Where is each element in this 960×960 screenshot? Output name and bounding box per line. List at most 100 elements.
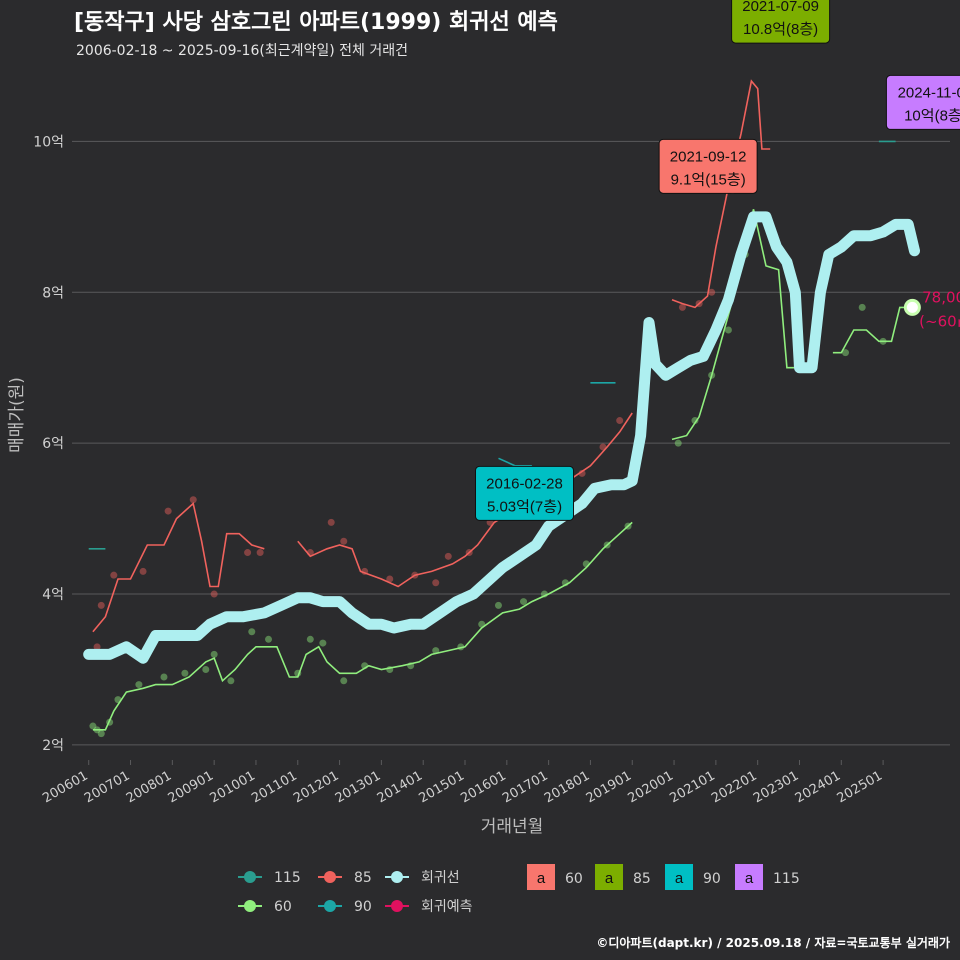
x-tick-label: 201901: [584, 768, 634, 806]
scatter-point-60: [114, 696, 122, 704]
scatter-point-60: [106, 718, 114, 726]
legend: 115 85 회귀선 60 90 회귀예측 a 60 a 85 a 90 a 115: [238, 864, 800, 915]
scatter-point-85: [411, 571, 419, 579]
scatter-point-60: [520, 598, 528, 606]
scatter-point-85: [578, 469, 586, 477]
scatter-point-85: [110, 571, 118, 579]
series-lines: [88, 79, 913, 731]
y-tick-label: 4억: [42, 587, 64, 603]
scatter-point-60: [386, 665, 394, 673]
scatter-point-60: [340, 677, 348, 685]
x-tick-label: 201201: [291, 768, 341, 806]
scatter-point-60: [97, 730, 105, 738]
x-tick-label: 202401: [793, 768, 843, 806]
legend-box-swatch: [735, 864, 763, 890]
legend-box-glyph: a: [675, 870, 684, 887]
legend-point-swatch: [244, 871, 256, 883]
legend-box-label: 85: [633, 871, 651, 887]
scatter-point-60: [160, 673, 168, 681]
scatter-point-85: [695, 300, 703, 308]
x-tick-label: 201701: [500, 768, 550, 806]
scatter-point-60: [294, 669, 302, 677]
page-title: [동작구] 사당 삼호그린 아파트(1999) 회귀선 예측: [74, 10, 558, 35]
scatter-point-60: [879, 337, 887, 345]
scatter-point-60: [691, 417, 699, 425]
scatter-point-85: [139, 567, 147, 575]
scatter-point-85: [93, 643, 101, 651]
annotation-price: 9.1억(15층): [671, 171, 746, 188]
series-line-60c: [832, 306, 909, 354]
x-tick-label: 202101: [667, 768, 717, 806]
legend-box-label: 60: [565, 871, 583, 887]
grid-lines: [72, 140, 950, 746]
x-tick-label: 201401: [375, 768, 425, 806]
scatter-point-60: [319, 639, 327, 647]
legend-box-swatch: [527, 864, 555, 890]
scatter-point-60: [361, 662, 369, 670]
x-tick-label: 202501: [835, 768, 885, 806]
scatter-point-85: [616, 417, 624, 425]
scatter-point-85: [189, 496, 197, 504]
y-tick-label: 6억: [42, 436, 64, 452]
scatter-point-85: [340, 537, 348, 545]
x-tick-label: 200801: [124, 768, 174, 806]
annotations: 2016-02-285.03억(7층)2021-07-0910.8억(8층)20…: [475, 0, 960, 521]
annotation-date: 2016-02-28: [486, 475, 563, 492]
scatter-point-60: [181, 669, 189, 677]
annotation-label: 2016-02-28 5.03억(7층): [475, 465, 575, 521]
scatter-point-60: [858, 303, 866, 311]
scatter-point-60: [582, 560, 590, 568]
scatter-point-85: [386, 575, 394, 583]
forecast-point: [903, 298, 921, 316]
annotation-label: 2024-11-04 10억(8층): [885, 74, 960, 130]
scatter-point-85: [256, 549, 264, 557]
scatter-point-85: [678, 303, 686, 311]
legend-box-glyph: a: [745, 870, 754, 887]
scatter-point-60: [478, 620, 486, 628]
x-axis-ticks: 2006012007012008012009012010012011012012…: [40, 760, 885, 806]
legend-line-label: 회귀예측: [421, 899, 473, 915]
annotation-date: 2024-11-04: [898, 84, 960, 101]
legend-point-swatch: [324, 900, 336, 912]
scatter-point-60: [674, 439, 682, 447]
scatter-point-85: [361, 567, 369, 575]
legend-point-swatch: [244, 900, 256, 912]
source-credit: ©디아파트(dapt.kr) / 2025.09.18 / 자료=국토교통부 실…: [596, 936, 950, 950]
y-axis-label: 매매가(원): [7, 377, 27, 453]
x-tick-label: 200901: [166, 768, 216, 806]
scatter-point-85: [210, 590, 218, 598]
scatter-point-60: [494, 601, 502, 609]
scatter-point-85: [164, 507, 172, 515]
legend-point-swatch: [391, 900, 403, 912]
scatter-point-60: [432, 647, 440, 655]
scatter-point-85: [432, 579, 440, 587]
scatter-point-85: [327, 518, 335, 526]
scatter-point-60: [457, 643, 465, 651]
x-tick-label: 201501: [417, 768, 467, 806]
scatter-point-85: [97, 601, 105, 609]
scatter-point-60: [407, 662, 415, 670]
x-axis-label: 거래년월: [481, 817, 544, 837]
scatter-point-60: [93, 726, 101, 734]
legend-line-label: 회귀선: [421, 870, 460, 886]
scatter-point-60: [248, 628, 256, 636]
annotation-date: 2021-09-12: [670, 148, 747, 165]
scatter-point-60: [265, 635, 273, 643]
legend-line-label: 90: [354, 899, 372, 915]
x-tick-label: 202201: [709, 768, 759, 806]
annotation-date: 2021-07-09: [742, 0, 819, 15]
annotation-label: 2021-07-09 10.8억(8층): [731, 0, 831, 44]
annotation-box: [475, 465, 575, 521]
y-tick-label: 8억: [42, 285, 64, 301]
legend-line-label: 85: [354, 870, 372, 886]
y-tick-label: 2억: [42, 738, 64, 754]
annotation-label: 2021-09-12 9.1억(15층): [658, 138, 758, 194]
x-tick-label: 201101: [249, 768, 299, 806]
scatter-point-60: [135, 681, 143, 689]
forecast-price-label: 78,000: [922, 288, 960, 306]
y-tick-label: 10억: [33, 134, 64, 150]
series-line-90: [498, 457, 532, 467]
scatter-point-60: [227, 677, 235, 685]
series-line-85: [92, 501, 265, 633]
legend-box-glyph: a: [605, 870, 614, 887]
